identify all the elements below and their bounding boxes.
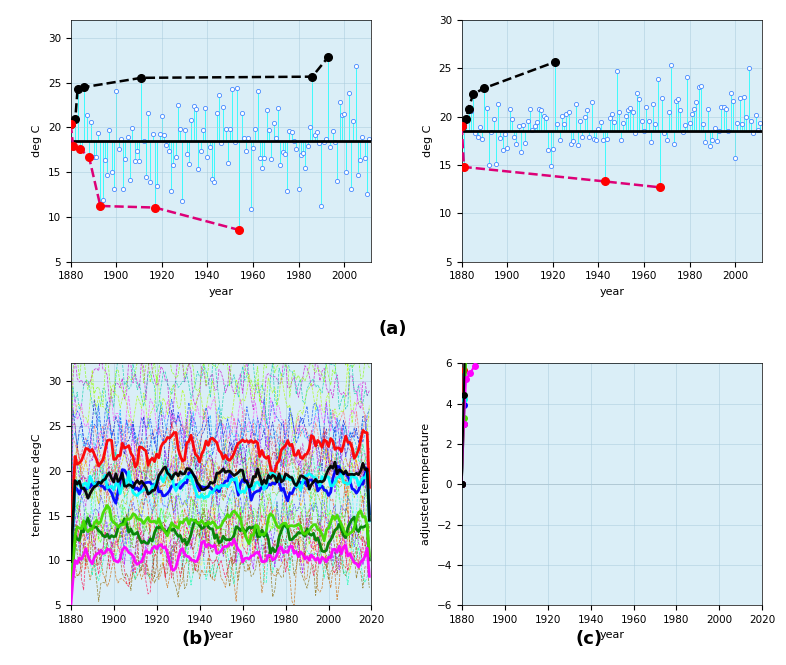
X-axis label: year: year <box>208 630 233 640</box>
Y-axis label: deg C: deg C <box>423 124 433 157</box>
X-axis label: year: year <box>208 287 233 297</box>
Text: (a): (a) <box>379 320 407 338</box>
Y-axis label: adjusted temperature: adjusted temperature <box>421 423 431 545</box>
X-axis label: year: year <box>600 287 625 297</box>
Text: (c): (c) <box>576 630 603 648</box>
Y-axis label: deg C: deg C <box>32 124 42 157</box>
Text: (b): (b) <box>182 630 211 648</box>
Y-axis label: temperature degC: temperature degC <box>32 433 42 535</box>
X-axis label: year: year <box>600 630 625 640</box>
